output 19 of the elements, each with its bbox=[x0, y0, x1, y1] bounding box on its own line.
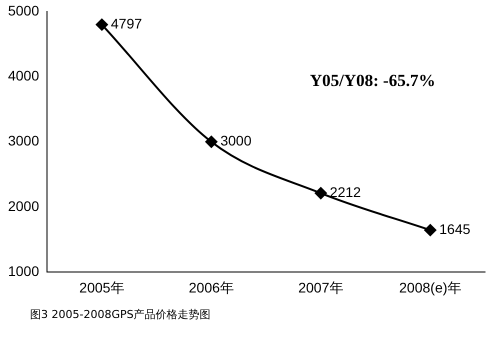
x-tick-label: 2007年 bbox=[298, 279, 344, 296]
y-tick-label: 2000 bbox=[8, 198, 40, 214]
point bbox=[424, 224, 436, 236]
y-tick-label: 3000 bbox=[8, 132, 40, 149]
data-label: 1645 bbox=[439, 221, 471, 238]
annotation: Y05/Y08: -65.7% bbox=[310, 70, 436, 90]
point bbox=[314, 187, 327, 200]
data-label: 3000 bbox=[220, 132, 252, 149]
x-tick-label: 2005年 bbox=[79, 279, 124, 296]
point bbox=[205, 136, 218, 148]
x-tick-label: 2006年 bbox=[188, 279, 234, 296]
x-tick-label: 2008(e)年 bbox=[399, 279, 462, 296]
point bbox=[96, 18, 108, 31]
y-tick-label: 1000 bbox=[8, 263, 40, 280]
text: 图3 2005-2008GPS产品价格走势图 bbox=[30, 307, 212, 322]
y-tick-label: 4000 bbox=[8, 67, 40, 84]
data-label: 4797 bbox=[110, 15, 142, 32]
data-label: 2212 bbox=[330, 184, 362, 200]
y-tick-label: 5000 bbox=[8, 2, 40, 18]
